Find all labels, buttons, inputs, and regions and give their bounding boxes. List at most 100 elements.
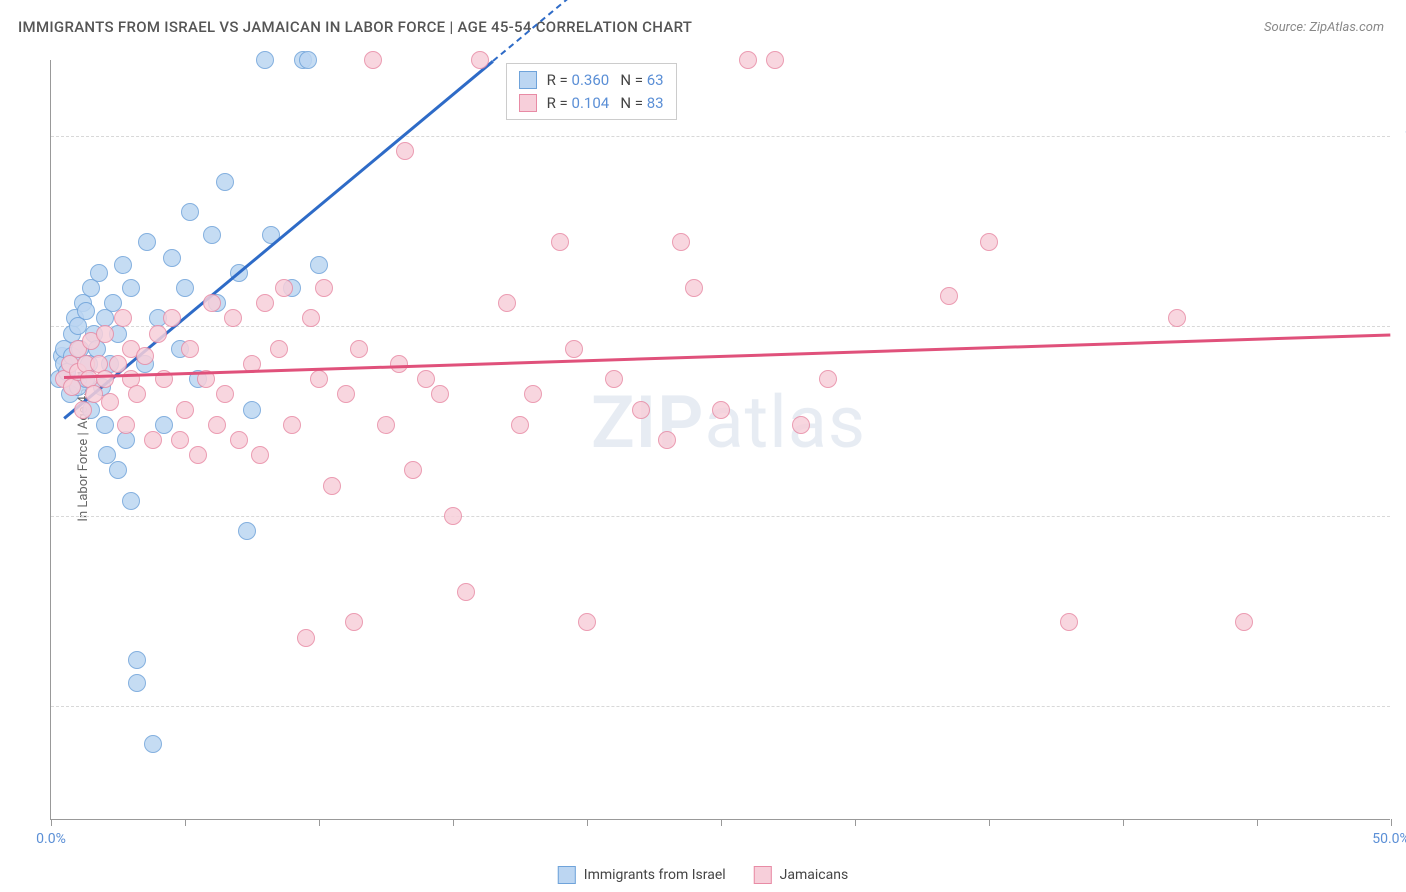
legend-stats-row: R = 0.360 N = 63 — [519, 69, 664, 92]
gridline — [51, 516, 1390, 517]
scatter-point — [524, 385, 542, 403]
scatter-point — [208, 416, 226, 434]
scatter-point — [390, 355, 408, 373]
gridline — [51, 326, 1390, 327]
scatter-point — [176, 279, 194, 297]
scatter-point — [1168, 309, 1186, 327]
scatter-point — [216, 173, 234, 191]
gridline — [51, 136, 1390, 137]
scatter-point — [203, 226, 221, 244]
scatter-point — [114, 256, 132, 274]
scatter-point — [1235, 613, 1253, 631]
scatter-point — [337, 385, 355, 403]
scatter-point — [792, 416, 810, 434]
scatter-point — [256, 51, 274, 69]
scatter-point — [138, 233, 156, 251]
scatter-point — [511, 416, 529, 434]
scatter-point — [819, 370, 837, 388]
scatter-point — [377, 416, 395, 434]
scatter-point — [980, 233, 998, 251]
x-tick — [319, 819, 320, 826]
chart-title: IMMIGRANTS FROM ISRAEL VS JAMAICAN IN LA… — [18, 18, 692, 36]
scatter-point — [310, 256, 328, 274]
legend-swatch-icon — [558, 866, 576, 884]
scatter-point — [230, 431, 248, 449]
scatter-point — [128, 651, 146, 669]
source-attribution: Source: ZipAtlas.com — [1264, 20, 1384, 35]
x-tick — [1257, 819, 1258, 826]
scatter-point — [275, 279, 293, 297]
x-tick — [1123, 819, 1124, 826]
scatter-point — [149, 325, 167, 343]
scatter-point — [444, 507, 462, 525]
scatter-point — [90, 264, 108, 282]
scatter-point — [315, 279, 333, 297]
scatter-point — [128, 674, 146, 692]
scatter-point — [74, 401, 92, 419]
legend-swatch-icon — [519, 71, 537, 89]
scatter-point — [144, 735, 162, 753]
x-tick — [51, 819, 52, 826]
scatter-point — [109, 461, 127, 479]
legend-label: Jamaicans — [780, 867, 849, 883]
y-tick-label: 75.0% — [1395, 508, 1406, 524]
trend-line — [64, 334, 1391, 379]
scatter-point — [498, 294, 516, 312]
scatter-point — [136, 347, 154, 365]
x-tick-label: 0.0% — [36, 831, 66, 847]
scatter-point — [238, 522, 256, 540]
scatter-point — [283, 416, 301, 434]
scatter-point — [766, 51, 784, 69]
scatter-point — [270, 340, 288, 358]
scatter-point — [117, 416, 135, 434]
scatter-point — [1060, 613, 1078, 631]
scatter-point — [101, 393, 119, 411]
x-tick — [1391, 819, 1392, 826]
scatter-point — [122, 492, 140, 510]
scatter-point — [323, 477, 341, 495]
scatter-point — [396, 142, 414, 160]
legend-stats-row: R = 0.104 N = 83 — [519, 92, 664, 115]
scatter-point — [297, 629, 315, 647]
scatter-point — [114, 309, 132, 327]
scatter-point — [243, 401, 261, 419]
scatter-point — [96, 325, 114, 343]
scatter-point — [256, 294, 274, 312]
y-tick-label: 100.0% — [1395, 128, 1406, 144]
scatter-point — [350, 340, 368, 358]
scatter-point — [310, 370, 328, 388]
legend-item-israel: Immigrants from Israel — [558, 866, 726, 884]
scatter-point — [417, 370, 435, 388]
scatter-point — [251, 446, 269, 464]
x-tick — [453, 819, 454, 826]
watermark-light: atlas — [704, 380, 866, 465]
source-label: Source: — [1264, 20, 1309, 35]
scatter-point — [96, 416, 114, 434]
scatter-point — [605, 370, 623, 388]
legend-stats: R = 0.360 N = 63R = 0.104 N = 83 — [506, 63, 677, 120]
scatter-point — [457, 583, 475, 601]
scatter-point — [299, 51, 317, 69]
scatter-point — [404, 461, 422, 479]
scatter-point — [940, 287, 958, 305]
scatter-point — [712, 401, 730, 419]
gridline — [51, 706, 1390, 707]
legend-stats-text: R = 0.104 N = 83 — [547, 92, 664, 115]
scatter-point — [171, 431, 189, 449]
scatter-point — [431, 385, 449, 403]
legend-swatch-icon — [754, 866, 772, 884]
legend-swatch-icon — [519, 94, 537, 112]
scatter-point — [181, 340, 199, 358]
y-tick-label: 62.5% — [1395, 698, 1406, 714]
scatter-point — [224, 309, 242, 327]
scatter-point — [144, 431, 162, 449]
scatter-point — [632, 401, 650, 419]
x-tick — [989, 819, 990, 826]
scatter-point — [189, 446, 207, 464]
scatter-point — [471, 51, 489, 69]
x-tick — [185, 819, 186, 826]
source-name: ZipAtlas.com — [1309, 20, 1384, 35]
scatter-point — [216, 385, 234, 403]
scatter-point — [345, 613, 363, 631]
y-tick-label: 87.5% — [1395, 318, 1406, 334]
